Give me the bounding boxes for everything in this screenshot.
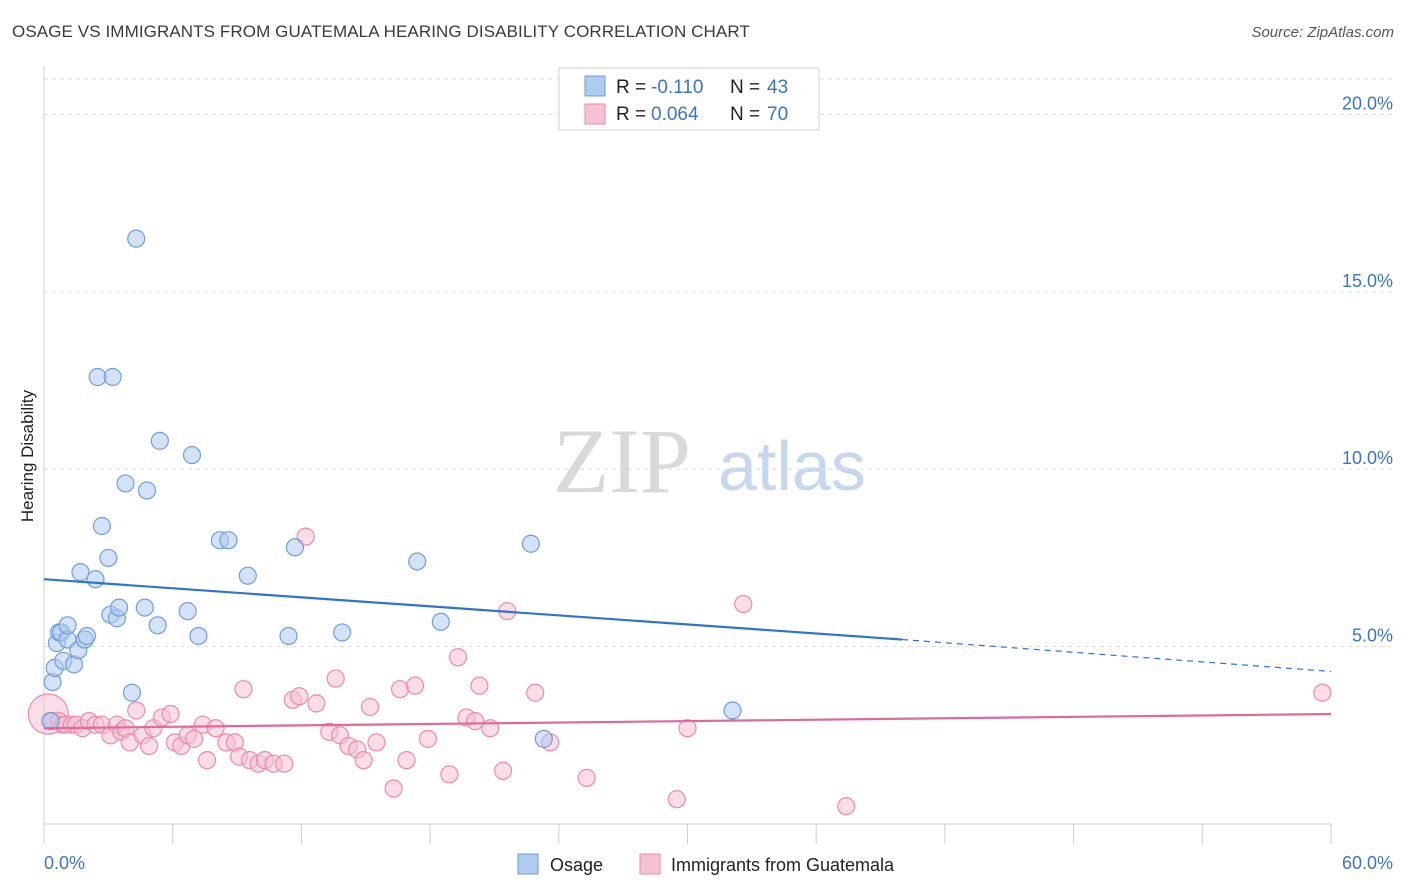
osage-point	[182, 445, 202, 465]
y-axis-label: Hearing Disability	[18, 389, 37, 522]
bottom-legend: Osage Immigrants from Guatemala	[517, 853, 895, 875]
legend-guat-r-label: R =	[616, 104, 646, 125]
guatemala-point	[354, 751, 373, 770]
guatemala-point	[405, 676, 425, 695]
guatemala-point	[418, 729, 438, 748]
legend-osage-swatch	[584, 75, 606, 97]
osage-point	[279, 626, 298, 646]
tick-labels: 5.0% 10.0% 15.0% 20.0% 0.0% 60.0%	[44, 93, 1393, 873]
bottom-legend-osage-swatch	[517, 853, 539, 875]
osage-point	[41, 712, 60, 731]
guatemala-point	[470, 676, 489, 695]
guatemala-point	[367, 733, 386, 752]
chart-source: Source: ZipAtlas.com	[1251, 24, 1394, 41]
osage-point	[122, 683, 142, 702]
guatemala-point	[206, 719, 225, 738]
guatemala-point	[127, 701, 146, 720]
guatemala-point	[667, 790, 686, 809]
guatemala-point	[734, 594, 753, 614]
osage-point	[137, 481, 157, 500]
y-tick-label: 20.0%	[1342, 93, 1393, 113]
osage-point	[103, 367, 122, 387]
axes	[43, 66, 1332, 844]
legend-guat-n-label: N =	[730, 104, 760, 125]
guatemala-point	[837, 797, 856, 816]
guatemala-point	[397, 751, 416, 770]
watermark-atlas: atlas	[718, 427, 866, 505]
guatemala-point	[678, 719, 697, 738]
osage-point	[189, 626, 208, 646]
guatemala-point	[1313, 683, 1332, 702]
osage-point	[521, 534, 541, 553]
bottom-legend-guat-swatch	[639, 853, 661, 875]
osage-point	[238, 566, 257, 585]
osage-point	[150, 431, 169, 450]
osage-trend-line	[43, 578, 903, 641]
legend-guat-r-value: 0.064	[651, 104, 699, 125]
guatemala-point	[360, 697, 380, 717]
x-tick-label: 60.0%	[1342, 853, 1393, 873]
osage-point	[58, 616, 77, 635]
guatemala-point	[326, 669, 345, 688]
chart-title: OSAGE VS IMMIGRANTS FROM GUATEMALA HEARI…	[12, 22, 750, 41]
guatemala-point	[493, 761, 513, 780]
guatemala-point	[448, 648, 468, 667]
y-tick-label: 10.0%	[1342, 448, 1393, 468]
guatemala-point	[577, 768, 596, 787]
guatemala-point	[197, 751, 217, 770]
osage-point	[534, 729, 553, 748]
osage-trend-line-extension	[901, 638, 1332, 673]
legend-osage-r-label: R =	[616, 77, 646, 98]
legend-guat-swatch	[584, 103, 606, 125]
legend-osage-r-value: -0.110	[651, 77, 703, 98]
guatemala-point	[185, 729, 204, 748]
guatemala-point	[161, 704, 180, 724]
guatemala-point	[440, 765, 459, 784]
osage-point	[219, 531, 238, 550]
bottom-legend-guat-label: Immigrants from Guatemala	[671, 855, 895, 875]
guatemala-point	[275, 754, 294, 773]
guatemala-point	[390, 680, 410, 699]
osage-point	[408, 552, 427, 571]
grid-lines	[44, 78, 1394, 648]
y-tick-label: 15.0%	[1342, 271, 1393, 291]
osage-point	[431, 612, 450, 631]
osage-point	[71, 563, 90, 582]
osage-point	[116, 474, 135, 493]
osage-point	[127, 229, 146, 248]
series-guatemala-points	[27, 527, 1332, 816]
watermark-zip: ZIP	[553, 410, 691, 512]
trend-lines	[43, 578, 1332, 730]
osage-point	[333, 623, 352, 642]
y-tick-label: 5.0%	[1352, 626, 1393, 646]
bottom-legend-osage-label: Osage	[550, 855, 603, 875]
osage-point	[178, 602, 197, 621]
guatemala-trend-line	[43, 712, 1332, 730]
guatemala-point	[234, 680, 253, 699]
legend-box: R = -0.110 N = 43 R = 0.064 N = 70	[558, 67, 820, 131]
osage-point	[285, 538, 305, 557]
osage-point	[99, 548, 118, 568]
guatemala-point	[307, 694, 326, 713]
osage-point	[77, 626, 97, 646]
guatemala-point	[290, 687, 309, 706]
series-osage-points	[41, 229, 742, 748]
osage-point	[723, 701, 742, 720]
osage-point	[92, 516, 112, 536]
osage-point	[86, 570, 105, 589]
guatemala-point	[384, 779, 403, 798]
legend-osage-n-value: 43	[767, 77, 788, 98]
osage-point	[135, 598, 154, 617]
x-tick-label: 0.0%	[44, 853, 85, 873]
legend-guat-n-value: 70	[767, 104, 788, 125]
osage-point	[148, 616, 167, 635]
osage-point	[109, 598, 129, 617]
guatemala-point	[140, 736, 159, 756]
legend-osage-n-label: N =	[730, 77, 760, 98]
guatemala-point	[466, 712, 485, 731]
guatemala-point	[526, 683, 545, 702]
